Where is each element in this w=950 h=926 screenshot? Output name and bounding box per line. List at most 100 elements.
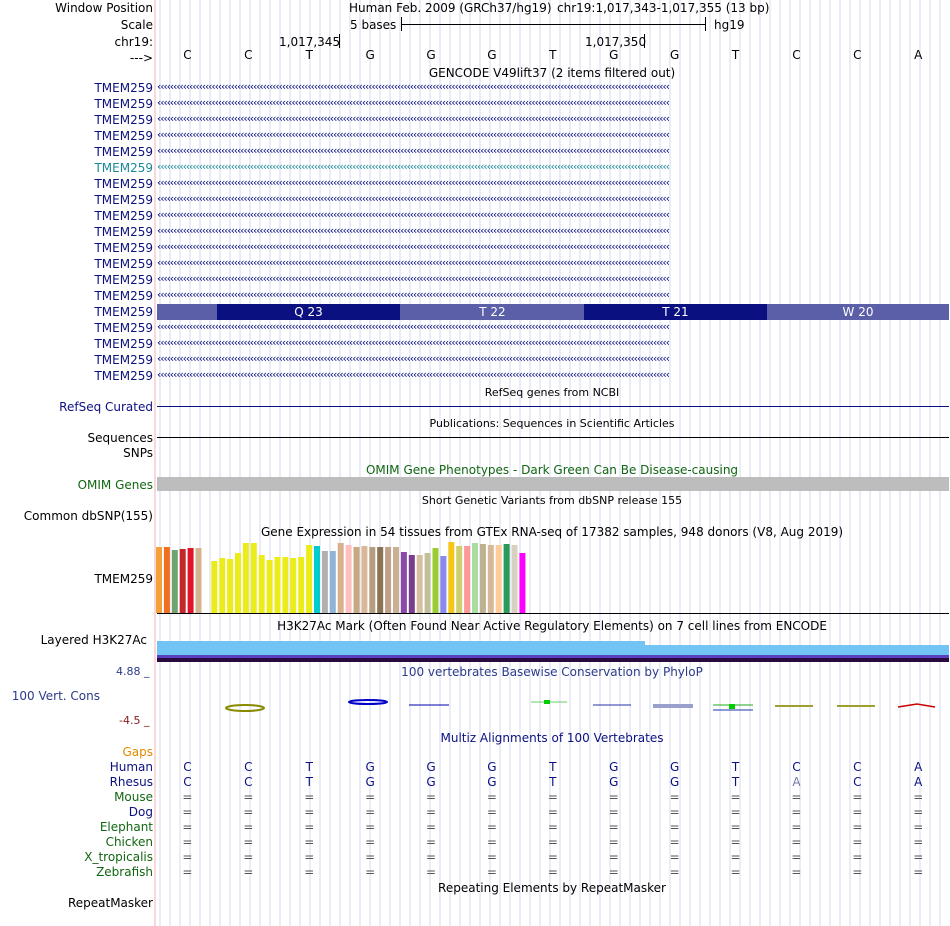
gencode-transcript-label[interactable]: TMEM259 — [94, 81, 153, 95]
gtex-title[interactable]: Gene Expression in 54 tissues from GTEx … — [260, 525, 844, 539]
gencode-transcript-line[interactable]: ‹‹‹‹‹‹‹‹‹‹‹‹‹‹‹‹‹‹‹‹‹‹‹‹‹‹‹‹‹‹‹‹‹‹‹‹‹‹‹‹… — [157, 256, 670, 269]
gtex-tissue-bar[interactable] — [337, 543, 344, 613]
repeat-title[interactable]: Repeating Elements by RepeatMasker — [438, 881, 666, 895]
gaps-label[interactable]: Gaps — [122, 745, 153, 759]
pubs-label[interactable]: Sequences — [87, 431, 153, 445]
gencode-transcript-label[interactable]: TMEM259 — [94, 145, 153, 159]
gencode-transcript-line[interactable]: ‹‹‹‹‹‹‹‹‹‹‹‹‹‹‹‹‹‹‹‹‹‹‹‹‹‹‹‹‹‹‹‹‹‹‹‹‹‹‹‹… — [157, 80, 670, 93]
gtex-tissue-bar[interactable] — [361, 546, 368, 613]
gencode-transcript-label[interactable]: TMEM259 — [94, 97, 153, 111]
h3k27ac-layer-3[interactable] — [157, 658, 949, 662]
gtex-tissue-bar[interactable] — [290, 558, 297, 613]
gencode-transcript-label[interactable]: TMEM259 — [94, 289, 153, 303]
gencode-transcript-line[interactable]: ‹‹‹‹‹‹‹‹‹‹‹‹‹‹‹‹‹‹‹‹‹‹‹‹‹‹‹‹‹‹‹‹‹‹‹‹‹‹‹‹… — [157, 176, 670, 189]
gencode-transcript-line[interactable]: ‹‹‹‹‹‹‹‹‹‹‹‹‹‹‹‹‹‹‹‹‹‹‹‹‹‹‹‹‹‹‹‹‹‹‹‹‹‹‹‹… — [157, 336, 670, 349]
gtex-tissue-bar[interactable] — [456, 546, 463, 613]
gtex-tissue-bar[interactable] — [156, 547, 162, 613]
gencode-transcript-label[interactable]: TMEM259 — [94, 337, 153, 351]
gencode-transcript-line[interactable]: ‹‹‹‹‹‹‹‹‹‹‹‹‹‹‹‹‹‹‹‹‹‹‹‹‹‹‹‹‹‹‹‹‹‹‹‹‹‹‹‹… — [157, 160, 670, 173]
gencode-transcript-line[interactable]: ‹‹‹‹‹‹‹‹‹‹‹‹‹‹‹‹‹‹‹‹‹‹‹‹‹‹‹‹‹‹‹‹‹‹‹‹‹‹‹‹… — [157, 96, 670, 109]
gtex-tissue-bar[interactable] — [274, 557, 281, 613]
gtex-tissue-bar[interactable] — [432, 548, 439, 613]
gencode-transcript-label[interactable]: TMEM259 — [94, 161, 153, 175]
gtex-tissue-bar[interactable] — [219, 558, 226, 613]
gtex-tissue-bar[interactable] — [314, 546, 320, 613]
gtex-tissue-bar[interactable] — [440, 556, 447, 613]
gtex-tissue-bar[interactable] — [298, 557, 305, 613]
gtex-tissue-bar[interactable] — [235, 553, 241, 613]
pubs-line[interactable] — [157, 437, 949, 438]
dbsnp-label[interactable]: Common dbSNP(155) — [23, 509, 153, 523]
h3k27ac-signal-left[interactable] — [157, 641, 645, 655]
dbsnp-title[interactable]: Short Genetic Variants from dbSNP releas… — [421, 494, 683, 507]
gtex-tissue-bar[interactable] — [306, 545, 313, 613]
gencode-transcript-label[interactable]: TMEM259 — [94, 321, 153, 335]
gencode-transcript-line[interactable]: ‹‹‹‹‹‹‹‹‹‹‹‹‹‹‹‹‹‹‹‹‹‹‹‹‹‹‹‹‹‹‹‹‹‹‹‹‹‹‹‹… — [157, 224, 670, 237]
gencode-transcript-label[interactable]: TMEM259 — [94, 257, 153, 271]
species-label[interactable]: Rhesus — [109, 775, 153, 789]
gencode-transcript-label[interactable]: TMEM259 — [94, 241, 153, 255]
h3k27ac-signal-right[interactable] — [645, 645, 949, 655]
pubs-title[interactable]: Publications: Sequences in Scientific Ar… — [429, 417, 675, 430]
snps-label[interactable]: SNPs — [123, 446, 153, 460]
gencode-transcript-label[interactable]: TMEM259 — [94, 113, 153, 127]
gtex-tissue-bar[interactable] — [472, 543, 478, 613]
gtex-tissue-bar[interactable] — [171, 550, 178, 613]
gencode-title[interactable]: GENCODE V49lift37 (2 items filtered out) — [428, 66, 676, 80]
species-label[interactable]: Zebrafish — [96, 865, 153, 879]
gtex-tissue-bar[interactable] — [495, 545, 502, 613]
gtex-tissue-bar[interactable] — [393, 547, 399, 613]
gtex-tissue-bar[interactable] — [282, 557, 289, 613]
gencode-transcript-label[interactable]: TMEM259 — [94, 177, 153, 191]
omim-title[interactable]: OMIM Gene Phenotypes - Dark Green Can Be… — [365, 463, 739, 477]
gencode-transcript-line[interactable]: ‹‹‹‹‹‹‹‹‹‹‹‹‹‹‹‹‹‹‹‹‹‹‹‹‹‹‹‹‹‹‹‹‹‹‹‹‹‹‹‹… — [157, 352, 670, 365]
gtex-tissue-bar[interactable] — [487, 545, 494, 613]
species-label[interactable]: Human — [109, 760, 153, 774]
omim-label[interactable]: OMIM Genes — [77, 478, 153, 492]
gtex-tissue-bar[interactable] — [369, 547, 376, 613]
gtex-tissue-bar[interactable] — [519, 553, 526, 613]
gtex-tissue-bar[interactable] — [377, 547, 384, 613]
gtex-tissue-bar[interactable] — [242, 543, 249, 613]
gtex-barchart[interactable] — [156, 540, 576, 614]
gencode-transcript-line[interactable]: ‹‹‹‹‹‹‹‹‹‹‹‹‹‹‹‹‹‹‹‹‹‹‹‹‹‹‹‹‹‹‹‹‹‹‹‹‹‹‹‹… — [157, 240, 670, 253]
gencode-transcript-label[interactable]: TMEM259 — [94, 369, 153, 383]
gtex-tissue-bar[interactable] — [329, 551, 336, 613]
gtex-tissue-bar[interactable] — [416, 555, 423, 613]
gtex-tissue-bar[interactable] — [408, 555, 415, 613]
refseq-line[interactable] — [157, 406, 949, 407]
species-label[interactable]: Mouse — [114, 790, 153, 804]
h3k27ac-title[interactable]: H3K27Ac Mark (Often Found Near Active Re… — [277, 619, 827, 633]
multiz-title[interactable]: Multiz Alignments of 100 Vertebrates — [440, 731, 664, 745]
gtex-tissue-bar[interactable] — [503, 544, 510, 613]
gtex-tissue-bar[interactable] — [400, 552, 407, 613]
gtex-tissue-bar[interactable] — [163, 547, 170, 613]
cons-title[interactable]: 100 vertebrates Basewise Conservation by… — [401, 665, 703, 679]
cons-label[interactable]: 100 Vert. Cons — [11, 689, 100, 703]
gencode-transcript-line[interactable]: ‹‹‹‹‹‹‹‹‹‹‹‹‹‹‹‹‹‹‹‹‹‹‹‹‹‹‹‹‹‹‹‹‹‹‹‹‹‹‹‹… — [157, 192, 670, 205]
gtex-tissue-bar[interactable] — [266, 560, 273, 613]
omim-bar[interactable] — [157, 477, 949, 491]
gtex-tissue-bar[interactable] — [187, 548, 194, 613]
gencode-transcript-label[interactable]: TMEM259 — [94, 273, 153, 287]
gtex-tissue-bar[interactable] — [258, 555, 265, 613]
gtex-tissue-bar[interactable] — [511, 545, 518, 613]
h3k27ac-label[interactable]: Layered H3K27Ac — [40, 633, 147, 647]
species-label[interactable]: X_tropicalis — [84, 850, 153, 864]
gtex-tissue-bar[interactable] — [353, 547, 360, 613]
species-label[interactable]: Elephant — [99, 820, 153, 834]
species-label[interactable]: Chicken — [105, 835, 153, 849]
gencode-transcript-line[interactable]: ‹‹‹‹‹‹‹‹‹‹‹‹‹‹‹‹‹‹‹‹‹‹‹‹‹‹‹‹‹‹‹‹‹‹‹‹‹‹‹‹… — [157, 208, 670, 221]
gtex-tissue-bar[interactable] — [250, 543, 257, 613]
gtex-tissue-bar[interactable] — [179, 549, 186, 613]
gtex-tissue-bar[interactable] — [385, 547, 392, 613]
gtex-tissue-bar[interactable] — [321, 551, 328, 613]
refseq-title[interactable]: RefSeq genes from NCBI — [484, 386, 620, 399]
gencode-transcript-line[interactable]: ‹‹‹‹‹‹‹‹‹‹‹‹‹‹‹‹‹‹‹‹‹‹‹‹‹‹‹‹‹‹‹‹‹‹‹‹‹‹‹‹… — [157, 144, 670, 157]
gtex-tissue-bar[interactable] — [345, 545, 352, 613]
gencode-transcript-label[interactable]: TMEM259 — [94, 193, 153, 207]
gtex-tissue-bar[interactable] — [227, 559, 234, 613]
h3k27ac-layer-2[interactable] — [157, 655, 949, 658]
repeat-label[interactable]: RepeatMasker — [67, 896, 153, 910]
gencode-transcript-label[interactable]: TMEM259 — [94, 129, 153, 143]
